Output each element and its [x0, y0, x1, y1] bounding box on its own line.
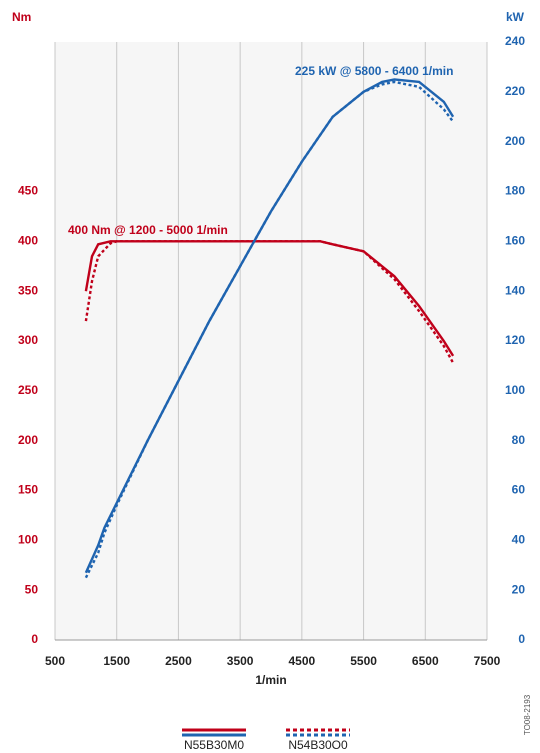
- x-tick-label: 1500: [103, 654, 130, 668]
- y2-axis-label: kW: [506, 10, 525, 24]
- y2-tick-label: 140: [505, 283, 525, 297]
- y2-tick-label: 20: [512, 582, 526, 596]
- y-tick-label: 250: [18, 383, 38, 397]
- annotation: 400 Nm @ 1200 - 5000 1/min: [68, 223, 228, 237]
- legend-label: N55B30M0: [184, 738, 244, 752]
- y-axis-label: Nm: [12, 10, 31, 24]
- y2-tick-label: 100: [505, 383, 525, 397]
- x-tick-label: 5500: [350, 654, 377, 668]
- series-line: [84, 78, 455, 574]
- x-axis-label: 1/min: [255, 673, 286, 687]
- y-tick-label: 300: [18, 333, 38, 347]
- legend-label: N54B30O0: [288, 738, 348, 752]
- y2-tick-label: 80: [512, 433, 526, 447]
- y-tick-label: 50: [25, 582, 39, 596]
- y-tick-label: 400: [18, 234, 38, 248]
- y2-tick-label: 180: [505, 184, 525, 198]
- y-tick-label: 0: [31, 632, 38, 646]
- x-tick-label: 6500: [412, 654, 439, 668]
- y-tick-label: 350: [18, 283, 38, 297]
- y2-tick-label: 240: [505, 34, 525, 48]
- y-tick-label: 150: [18, 483, 38, 497]
- x-tick-label: 4500: [289, 654, 316, 668]
- x-tick-label: 7500: [474, 654, 501, 668]
- y-tick-label: 100: [18, 533, 38, 547]
- plot-background: [55, 42, 487, 640]
- x-tick-label: 2500: [165, 654, 192, 668]
- y2-tick-label: 120: [505, 333, 525, 347]
- y2-tick-label: 220: [505, 84, 525, 98]
- y2-tick-label: 160: [505, 234, 525, 248]
- y-tick-label: 450: [18, 184, 38, 198]
- y2-tick-label: 60: [512, 483, 526, 497]
- figure-id: TO08-2193: [523, 694, 532, 735]
- x-tick-label: 500: [45, 654, 65, 668]
- y2-tick-label: 0: [518, 632, 525, 646]
- x-tick-label: 3500: [227, 654, 254, 668]
- y2-tick-label: 200: [505, 134, 525, 148]
- series-line: [84, 80, 455, 579]
- y2-tick-label: 40: [512, 533, 526, 547]
- y-tick-label: 200: [18, 433, 38, 447]
- annotation: 225 kW @ 5800 - 6400 1/min: [295, 64, 453, 78]
